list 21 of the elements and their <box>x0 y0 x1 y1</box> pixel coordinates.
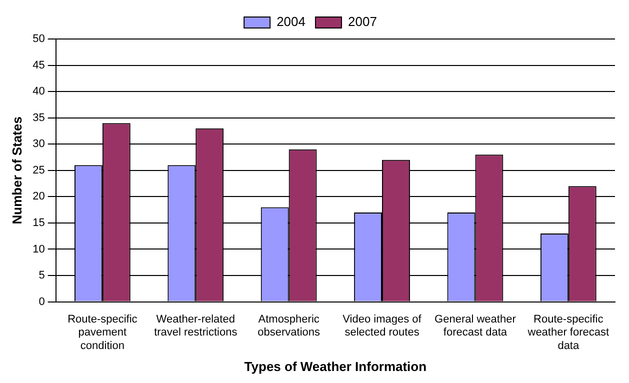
x-tick-label: Weather-related travel restrictions <box>154 313 238 339</box>
y-tick-label: 10 <box>32 243 45 256</box>
x-tick-label: Route-specific weather forecast data <box>526 313 610 352</box>
y-tick-label: 5 <box>38 270 45 282</box>
y-tick-label: 40 <box>32 86 45 98</box>
y-tick-label: 25 <box>32 164 45 176</box>
y-tick-label: 45 <box>32 59 45 72</box>
y-tick-label: 15 <box>32 216 45 229</box>
x-tick-label: Video images of selected routes <box>342 313 422 339</box>
y-tick-label: 0 <box>38 296 45 308</box>
y-tick-label: 20 <box>32 190 45 203</box>
y-tick-label: 35 <box>32 112 45 124</box>
legend-label: 2007 <box>348 14 377 30</box>
x-tick-label: Atmospheric observations <box>258 313 320 339</box>
legend-label: 2004 <box>276 14 306 30</box>
y-tick-label: 30 <box>32 138 45 150</box>
y-axis-title: Number of States <box>9 116 24 224</box>
y-tick-label: 50 <box>32 33 45 46</box>
x-axis-title: Types of Weather Information <box>244 358 427 374</box>
x-tick-label: General weather forecast data <box>434 313 516 339</box>
x-tick-label: Route-specific pavement condition <box>68 313 138 352</box>
